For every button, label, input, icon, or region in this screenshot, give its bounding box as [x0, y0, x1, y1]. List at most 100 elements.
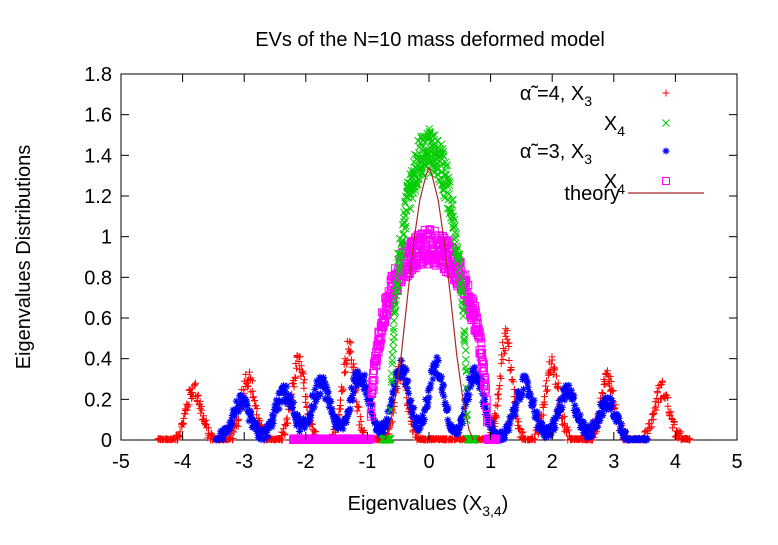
square-marker — [662, 177, 670, 185]
star-marker — [355, 369, 363, 377]
star-marker — [226, 424, 234, 432]
cross-marker — [423, 134, 432, 143]
star-marker — [327, 398, 335, 406]
star-marker — [276, 389, 284, 397]
star-marker — [342, 419, 350, 427]
star-marker — [555, 407, 563, 415]
axis-ticks: -5 -4 -3 -2 -1 0 1 2 3 4 5 0 0.2 0.4 0.6 0.8 1 1.2 1.4 1.6 1… — [84, 64, 742, 473]
star-marker — [465, 391, 473, 399]
star-marker — [264, 433, 272, 441]
legend-label-sub: 3 — [584, 151, 592, 167]
cross-marker — [439, 152, 448, 160]
plus-marker — [654, 389, 662, 397]
star-marker — [588, 430, 596, 438]
cross-marker — [391, 300, 400, 309]
star-marker — [419, 411, 427, 419]
cross-marker — [451, 222, 459, 230]
star-marker — [250, 417, 258, 425]
plus-marker — [341, 369, 349, 377]
plus-marker — [651, 404, 659, 412]
plus-marker — [563, 423, 571, 431]
plus-marker — [180, 414, 188, 422]
cross-marker — [455, 250, 464, 259]
star-marker — [488, 430, 496, 438]
star-marker — [369, 414, 377, 422]
x-tick-label: 4 — [670, 451, 681, 473]
plus-marker — [183, 406, 191, 414]
plus-marker — [339, 387, 347, 395]
star-marker — [526, 393, 534, 401]
cross-marker — [414, 175, 423, 184]
plus-marker — [565, 426, 573, 434]
square-marker — [479, 364, 488, 373]
plus-marker — [179, 419, 187, 427]
star-marker — [424, 403, 432, 411]
plus-marker — [253, 411, 261, 419]
star-marker — [493, 429, 501, 437]
star-marker — [602, 399, 610, 407]
star-marker — [273, 404, 281, 412]
star-marker — [427, 380, 435, 388]
plus-marker — [357, 417, 365, 425]
plus-marker — [350, 360, 358, 368]
star-marker — [488, 424, 496, 432]
star-marker — [227, 416, 235, 424]
cross-marker — [458, 276, 466, 284]
x-tick-label: -2 — [297, 451, 315, 473]
star-marker — [313, 395, 321, 403]
star-marker — [512, 406, 520, 414]
cross-marker — [452, 230, 461, 238]
x-axis-label: Eigenvalues (X3,4) — [348, 493, 509, 519]
cross-marker — [412, 181, 421, 189]
plus-marker — [252, 402, 260, 410]
plus-marker — [508, 375, 516, 383]
plus-marker — [668, 424, 676, 432]
plus-marker — [503, 327, 511, 335]
star-marker — [465, 395, 473, 403]
star-marker — [473, 370, 481, 378]
star-marker — [550, 420, 558, 428]
star-marker — [340, 418, 348, 426]
star-marker — [295, 415, 303, 423]
star-marker — [419, 417, 427, 425]
cross-marker — [389, 324, 398, 333]
legend-label-sub: 4 — [617, 181, 625, 197]
star-marker — [347, 384, 355, 392]
star-marker — [520, 385, 528, 393]
plus-marker — [178, 423, 186, 431]
star-marker — [616, 423, 624, 431]
cross-marker — [387, 377, 396, 386]
star-marker — [401, 364, 409, 372]
plus-marker — [499, 355, 507, 363]
star-marker — [621, 435, 629, 443]
star-marker — [420, 415, 428, 423]
cross-marker — [387, 369, 396, 378]
star-marker — [405, 389, 413, 397]
cross-marker — [453, 246, 461, 254]
star-marker — [455, 429, 463, 437]
star-marker — [310, 403, 318, 411]
star-marker — [360, 377, 368, 385]
plus-marker — [494, 391, 502, 399]
star-marker — [254, 434, 262, 442]
star-marker — [279, 383, 287, 391]
star-marker — [488, 419, 496, 427]
plus-marker — [677, 428, 685, 436]
star-marker — [607, 405, 615, 413]
star-marker — [557, 406, 565, 414]
star-marker — [312, 398, 320, 406]
cross-marker — [445, 181, 454, 190]
plus-marker — [664, 393, 672, 401]
square-marker — [385, 306, 394, 315]
plus-marker — [505, 339, 513, 347]
plus-marker — [303, 393, 311, 401]
plus-marker — [204, 424, 212, 432]
square-marker — [426, 226, 435, 235]
star-marker — [563, 391, 571, 399]
star-marker — [297, 417, 305, 425]
star-marker — [438, 385, 446, 393]
cross-marker — [437, 168, 446, 177]
star-marker — [388, 398, 396, 406]
star-marker — [375, 425, 383, 433]
star-marker — [348, 392, 356, 400]
